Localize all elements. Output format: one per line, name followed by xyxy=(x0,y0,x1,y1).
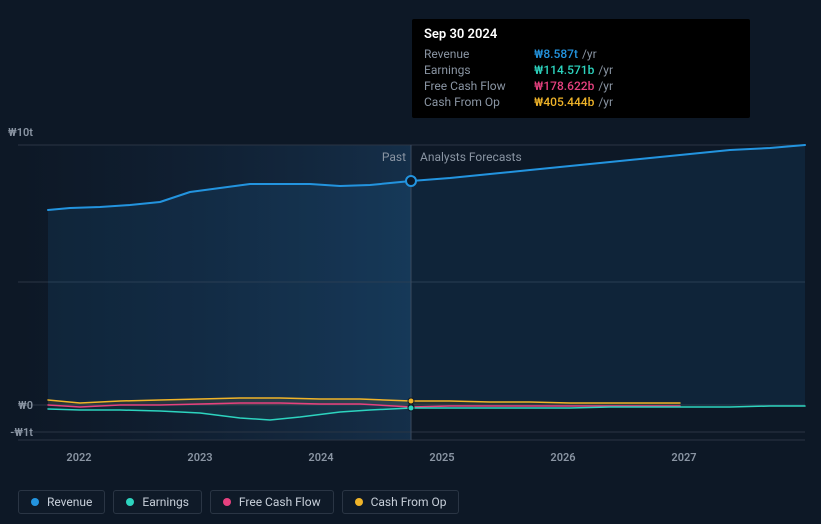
tooltip-unit: /yr xyxy=(598,79,613,93)
tooltip-title: Sep 30 2024 xyxy=(424,27,738,42)
legend-dot xyxy=(223,498,231,506)
tooltip-row-earnings: Earnings ₩114.571b /yr xyxy=(424,62,738,78)
legend-label: Free Cash Flow xyxy=(239,495,321,509)
legend-dot xyxy=(355,498,363,506)
legend-item-cfo[interactable]: Cash From Op xyxy=(342,490,460,514)
y-tick-label: -₩1t xyxy=(0,426,33,439)
tooltip-row-fcf: Free Cash Flow ₩178.622b /yr xyxy=(424,78,738,94)
legend-label: Revenue xyxy=(47,495,92,509)
legend-dot xyxy=(126,498,134,506)
tooltip-unit: /yr xyxy=(598,95,613,109)
tooltip-value: ₩8.587t xyxy=(534,47,578,61)
tooltip-value: ₩178.622b xyxy=(534,79,594,93)
x-tick-label: 2026 xyxy=(550,451,575,464)
x-tick-label: 2027 xyxy=(671,451,696,464)
chart-container: ₩10t ₩0 -₩1t 2022 2023 2024 2025 2026 20… xyxy=(0,0,821,524)
tooltip-value: ₩405.444b xyxy=(534,95,594,109)
legend: Revenue Earnings Free Cash Flow Cash Fro… xyxy=(18,490,459,514)
y-tick-label: ₩10t xyxy=(0,126,33,139)
forecast-label: Analysts Forecasts xyxy=(420,150,522,164)
legend-dot xyxy=(31,498,39,506)
legend-item-revenue[interactable]: Revenue xyxy=(18,490,105,514)
tooltip-unit: /yr xyxy=(598,63,613,77)
x-tick-label: 2024 xyxy=(308,451,333,464)
x-tick-label: 2025 xyxy=(429,451,454,464)
x-tick-label: 2022 xyxy=(66,451,91,464)
tooltip-value: ₩114.571b xyxy=(534,63,594,77)
y-tick-label: ₩0 xyxy=(0,399,33,412)
legend-label: Cash From Op xyxy=(371,495,447,509)
legend-item-earnings[interactable]: Earnings xyxy=(113,490,202,514)
tooltip-label: Earnings xyxy=(424,63,534,77)
x-tick-label: 2023 xyxy=(187,451,212,464)
tooltip-row-cfo: Cash From Op ₩405.444b /yr xyxy=(424,94,738,110)
tooltip-label: Free Cash Flow xyxy=(424,79,534,93)
tooltip-row-revenue: Revenue ₩8.587t /yr xyxy=(424,46,738,62)
tooltip-label: Revenue xyxy=(424,47,534,61)
hover-tooltip: Sep 30 2024 Revenue ₩8.587t /yr Earnings… xyxy=(412,19,750,118)
legend-item-fcf[interactable]: Free Cash Flow xyxy=(210,490,334,514)
past-label: Past xyxy=(382,150,406,164)
tooltip-unit: /yr xyxy=(582,47,597,61)
legend-label: Earnings xyxy=(142,495,189,509)
tooltip-label: Cash From Op xyxy=(424,95,534,109)
